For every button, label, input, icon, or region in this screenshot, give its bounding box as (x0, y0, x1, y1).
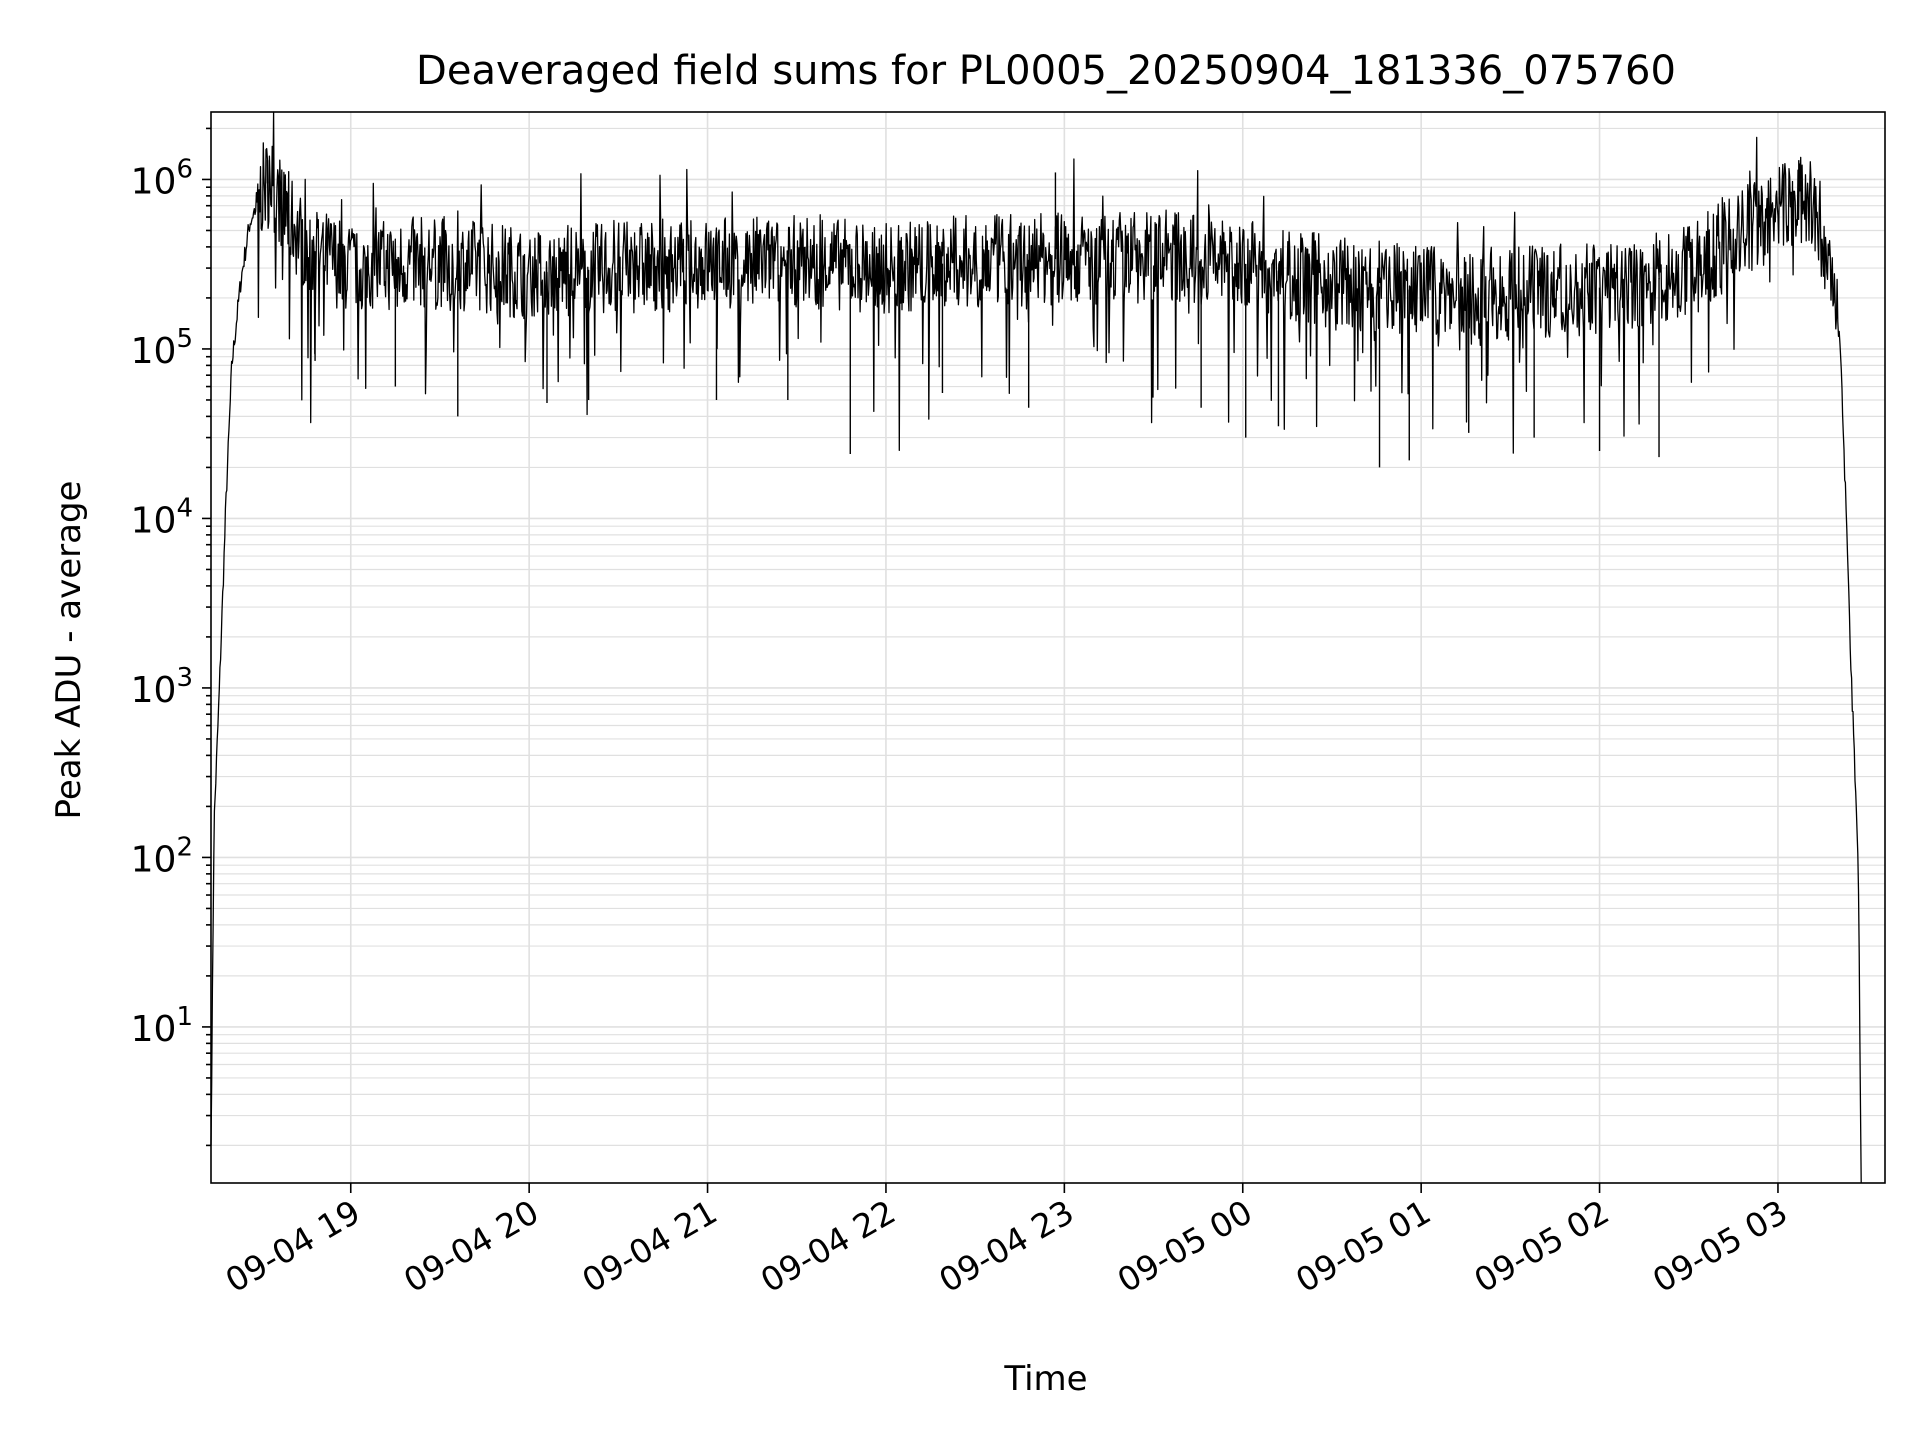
series-layer (210, 111, 1862, 1184)
chart-title: Deaveraged field sums for PL0005_2025090… (416, 48, 1676, 94)
y-axis-label: Peak ADU - average (49, 481, 89, 820)
y-tick-label: 102 (131, 832, 193, 880)
y-tick-label: 105 (131, 324, 193, 372)
y-tick-label: 101 (131, 1002, 193, 1050)
plot-area-frame (210, 111, 1886, 1184)
x-axis-label: Time (1003, 1359, 1087, 1399)
y-tick-label: 104 (131, 493, 193, 541)
y-tick-label: 106 (131, 154, 193, 202)
series-line (210, 111, 1862, 1184)
y-tick-label: 103 (131, 663, 193, 711)
